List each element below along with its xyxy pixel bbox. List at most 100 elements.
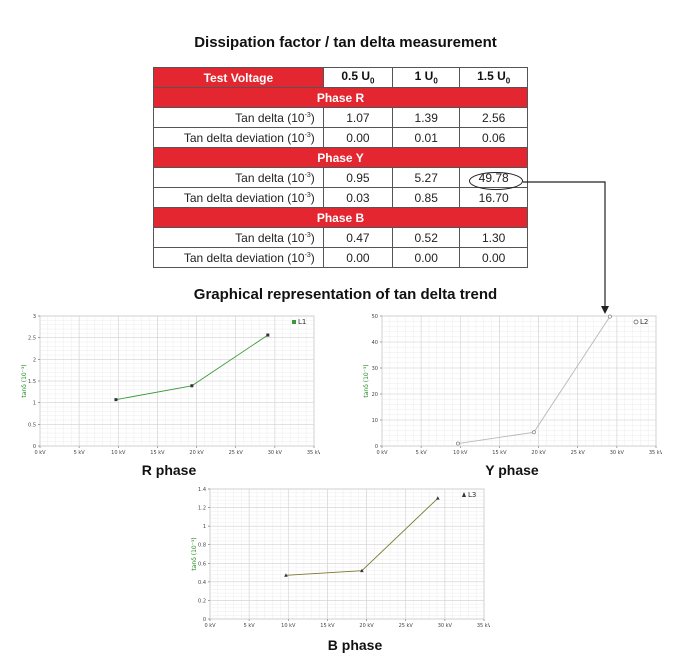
x-tick-label: 5 kV: [416, 450, 428, 456]
y-tick-label: 0.4: [198, 580, 206, 586]
y-tick-label: 40: [372, 340, 378, 346]
phase-y-row: Phase Y: [153, 147, 528, 168]
data-point: [436, 496, 440, 500]
x-tick-label: 30 kV: [438, 623, 453, 629]
y-tick-label: 10: [372, 418, 378, 424]
row-label-text: Tan delta (10: [235, 230, 305, 245]
x-tick-label: 15 kV: [320, 623, 335, 629]
header-test-voltage: Test Voltage: [153, 67, 324, 88]
header-voltage-1: 1 U0: [392, 67, 461, 88]
row-label-text: Tan delta deviation (10: [183, 250, 305, 265]
y-tick-label: 1.4: [198, 487, 206, 493]
voltage-prefix: 1 U: [414, 69, 434, 84]
header-voltage-2: 1.5 U0: [459, 67, 528, 88]
cell-value: 1.07: [322, 107, 394, 128]
y-tick-label: 50: [372, 314, 378, 320]
cell-value: 0.00: [459, 247, 528, 268]
graphs-title: Graphical representation of tan delta tr…: [193, 286, 498, 303]
x-tick-label: 35 kV: [477, 623, 490, 629]
chart-y-caption: Y phase: [485, 462, 539, 478]
y-tick-label: 0.5: [28, 422, 36, 428]
cell-value: 2.56: [459, 107, 528, 128]
cell-value: 0.00: [392, 247, 461, 268]
y-axis-title: tanδ (10⁻³): [363, 364, 370, 397]
x-tick-label: 30 kV: [268, 450, 283, 456]
y-tick-label: 0.6: [198, 561, 206, 567]
data-point: [284, 573, 288, 577]
row-label-text: Tan delta (10: [235, 110, 305, 125]
y-tick-label: 0: [203, 617, 206, 623]
data-point: [190, 384, 194, 388]
y-tick-label: 1: [33, 401, 36, 407]
y-tick-label: 0.2: [198, 598, 206, 604]
voltage-prefix: 1.5 U: [477, 69, 506, 84]
phase-label: Phase B: [153, 207, 528, 228]
row-label-exp: -3: [304, 251, 311, 259]
chart-y-svg: 0 kV 5 kV 10 kV 15 kV 20 kV 25 kV 30 kV 35 kV 0 1…: [363, 314, 664, 456]
measurement-table: Test Voltage 0.5 U0 1 U0 1.5 U0 Phase R …: [153, 67, 528, 268]
voltage-sub: 0: [433, 76, 438, 86]
table-row: Tan delta (10-3) 0.47 0.52 1.30: [153, 227, 528, 248]
row-label-exp: -3: [304, 171, 311, 179]
row-label: Tan delta (10-3): [153, 107, 324, 128]
legend-label: L2: [640, 318, 648, 326]
voltage-sub: 0: [505, 76, 511, 86]
x-tick-label: 20 kV: [189, 450, 204, 456]
row-label-exp: -3: [304, 231, 311, 239]
chart-b-svg: 0 kV 5 kV 10 kV 15 kV 20 kV 25 kV 30 kV 35 kV 0 0…: [191, 487, 492, 629]
x-tick-label: 5 kV: [74, 450, 86, 456]
data-point: [360, 568, 364, 573]
row-label-suffix: ): [310, 170, 315, 185]
x-tick-label: 25 kV: [229, 450, 244, 456]
x-tick-label: 35 kV: [649, 450, 662, 456]
x-tick-label: 10 kV: [453, 450, 468, 456]
x-tick-label: 20 kV: [359, 623, 374, 629]
row-label: Tan delta (10-3): [153, 227, 324, 248]
phase-label: Phase Y: [153, 147, 528, 168]
y-tick-label: 0: [375, 444, 378, 450]
data-point: [114, 398, 118, 402]
row-label-suffix: ): [310, 130, 315, 145]
plot-area: [209, 488, 485, 620]
x-tick-label: 10 kV: [111, 450, 126, 456]
y-tick-label: 30: [372, 366, 378, 372]
y-tick-label: 0.8: [198, 543, 206, 549]
page-title: Dissipation factor / tan delta measureme…: [194, 34, 497, 51]
row-label: Tan delta deviation (10-3): [153, 127, 324, 148]
callout-arrowhead: [601, 306, 609, 314]
legend-marker: [633, 319, 639, 325]
row-label: Tan delta deviation (10-3): [153, 187, 324, 208]
legend-marker: [462, 492, 466, 497]
table-row: Tan delta deviation (10-3) 0.00 0.01 0.0…: [153, 127, 528, 148]
chart-b-phase: 0 kV 5 kV 10 kV 15 kV 20 kV 25 kV 30 kV 35 kV 0 0…: [190, 485, 492, 638]
row-label-suffix: ): [310, 190, 315, 205]
cell-value: 0.47: [322, 227, 394, 248]
x-tick-label: 0 kV: [204, 623, 216, 629]
chart-r-svg: 0 kV 5 kV 10 kV 15 kV 20 kV 25 kV 30 kV 35 kV 0 0…: [21, 314, 322, 456]
cell-value: 5.27: [392, 167, 461, 188]
x-tick-label: 20 kV: [531, 450, 546, 456]
header-voltage-0: 0.5 U0: [322, 67, 394, 88]
data-point: [531, 430, 536, 435]
y-tick-label: 1.2: [198, 506, 206, 512]
y-tick-label: 0: [33, 444, 36, 450]
data-point: [266, 333, 270, 337]
x-tick-label: 10 kV: [281, 623, 296, 629]
row-label-exp: -3: [304, 191, 311, 199]
x-tick-label: 0 kV: [34, 450, 46, 456]
y-tick-label: 2: [33, 357, 36, 363]
table-row: Tan delta (10-3) 1.07 1.39 2.56: [153, 107, 528, 128]
x-tick-label: 15 kV: [150, 450, 165, 456]
y-tick-label: 1.5: [28, 379, 36, 385]
plot-area: [381, 315, 657, 447]
chart-b-caption: B phase: [327, 637, 383, 653]
data-point: [456, 441, 460, 446]
row-label-suffix: ): [310, 110, 315, 125]
chart-y-phase: 0 kV 5 kV 10 kV 15 kV 20 kV 25 kV 30 kV 35 kV 0 1…: [362, 312, 664, 465]
y-tick-label: 2.5: [28, 336, 36, 342]
x-tick-label: 30 kV: [610, 450, 625, 456]
table-row: Tan delta deviation (10-3) 0.03 0.85 16.…: [153, 187, 528, 208]
y-axis-title: tanδ (10⁻³): [191, 537, 198, 570]
highlight-ellipse: [469, 172, 523, 190]
